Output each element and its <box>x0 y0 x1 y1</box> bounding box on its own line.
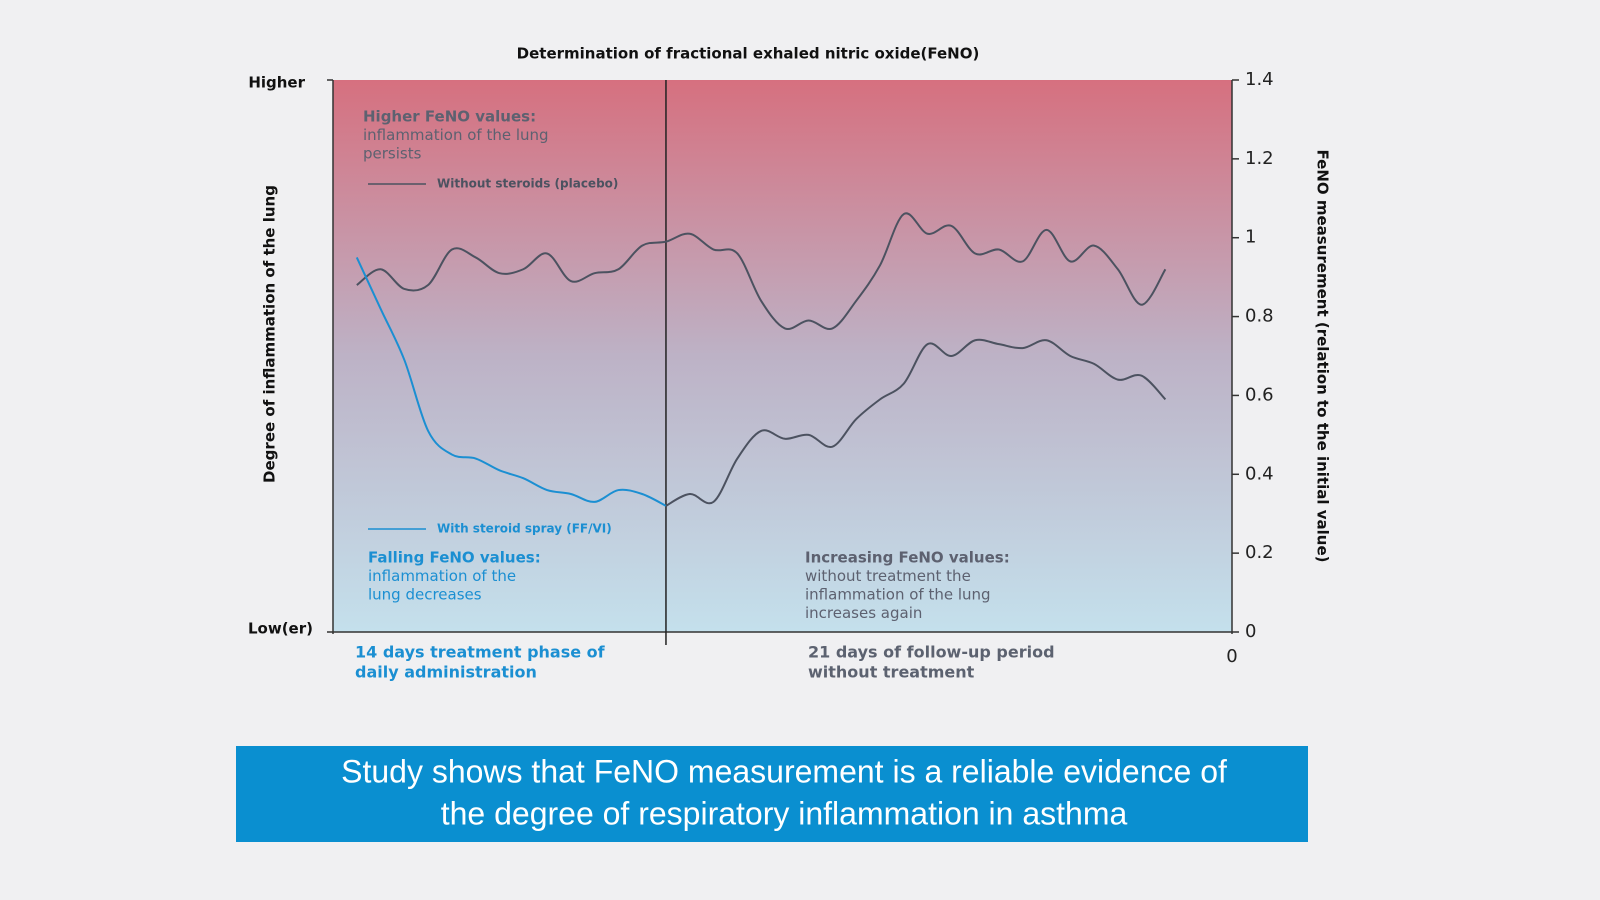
y2-tick-label: 0 <box>1245 621 1256 642</box>
series-line <box>355 257 667 507</box>
phase-label: without treatment <box>808 663 975 682</box>
y2-tick-label: 0.4 <box>1245 463 1274 484</box>
y2-axis-label: FeNO measurement (relation to the initia… <box>1314 150 1332 563</box>
banner-text: Study shows that FeNO measurement is a r… <box>341 753 1227 789</box>
banner <box>236 746 1308 842</box>
annotation-text: persists <box>363 145 422 163</box>
annotation-text: lung decreases <box>368 586 482 604</box>
series-line <box>665 338 1167 507</box>
banner-text: the degree of respiratory inflammation i… <box>441 795 1128 831</box>
y-axis-label: Degree of inflammation of the lung <box>261 185 279 483</box>
phase-label: daily administration <box>355 663 537 682</box>
y-text-tick: Low(er) <box>248 620 313 638</box>
plot-area <box>333 80 1232 632</box>
series-line <box>356 212 1167 330</box>
annotation-text: increases again <box>805 604 922 622</box>
y2-tick-label: 1 <box>1245 227 1256 248</box>
y2-tick-label: 0.6 <box>1245 384 1274 405</box>
legend-label: With steroid spray (FF/VI) <box>437 522 612 536</box>
annotation-heading: Higher FeNO values: <box>363 108 536 126</box>
legend-label: Without steroids (placebo) <box>437 177 618 191</box>
chart-title: Determination of fractional exhaled nitr… <box>517 45 980 63</box>
y2-tick-label: 0.2 <box>1245 542 1274 563</box>
annotation-heading: Increasing FeNO values: <box>805 549 1010 567</box>
phase-label: 14 days treatment phase of <box>355 643 606 662</box>
annotation-text: inflammation of the lung <box>805 586 991 604</box>
annotation-text: inflammation of the lung <box>363 126 549 144</box>
phase-label: 21 days of follow-up period <box>808 643 1055 662</box>
annotation-heading: Falling FeNO values: <box>368 549 541 567</box>
x-tick-label: 0 <box>1226 646 1237 667</box>
annotation-text: inflammation of the <box>368 567 516 585</box>
y-text-tick: Higher <box>248 74 305 92</box>
y2-tick-label: 0.8 <box>1245 306 1274 327</box>
y2-tick-label: 1.4 <box>1245 69 1274 90</box>
y2-tick-label: 1.2 <box>1245 148 1274 169</box>
annotation-text: without treatment the <box>805 567 971 585</box>
